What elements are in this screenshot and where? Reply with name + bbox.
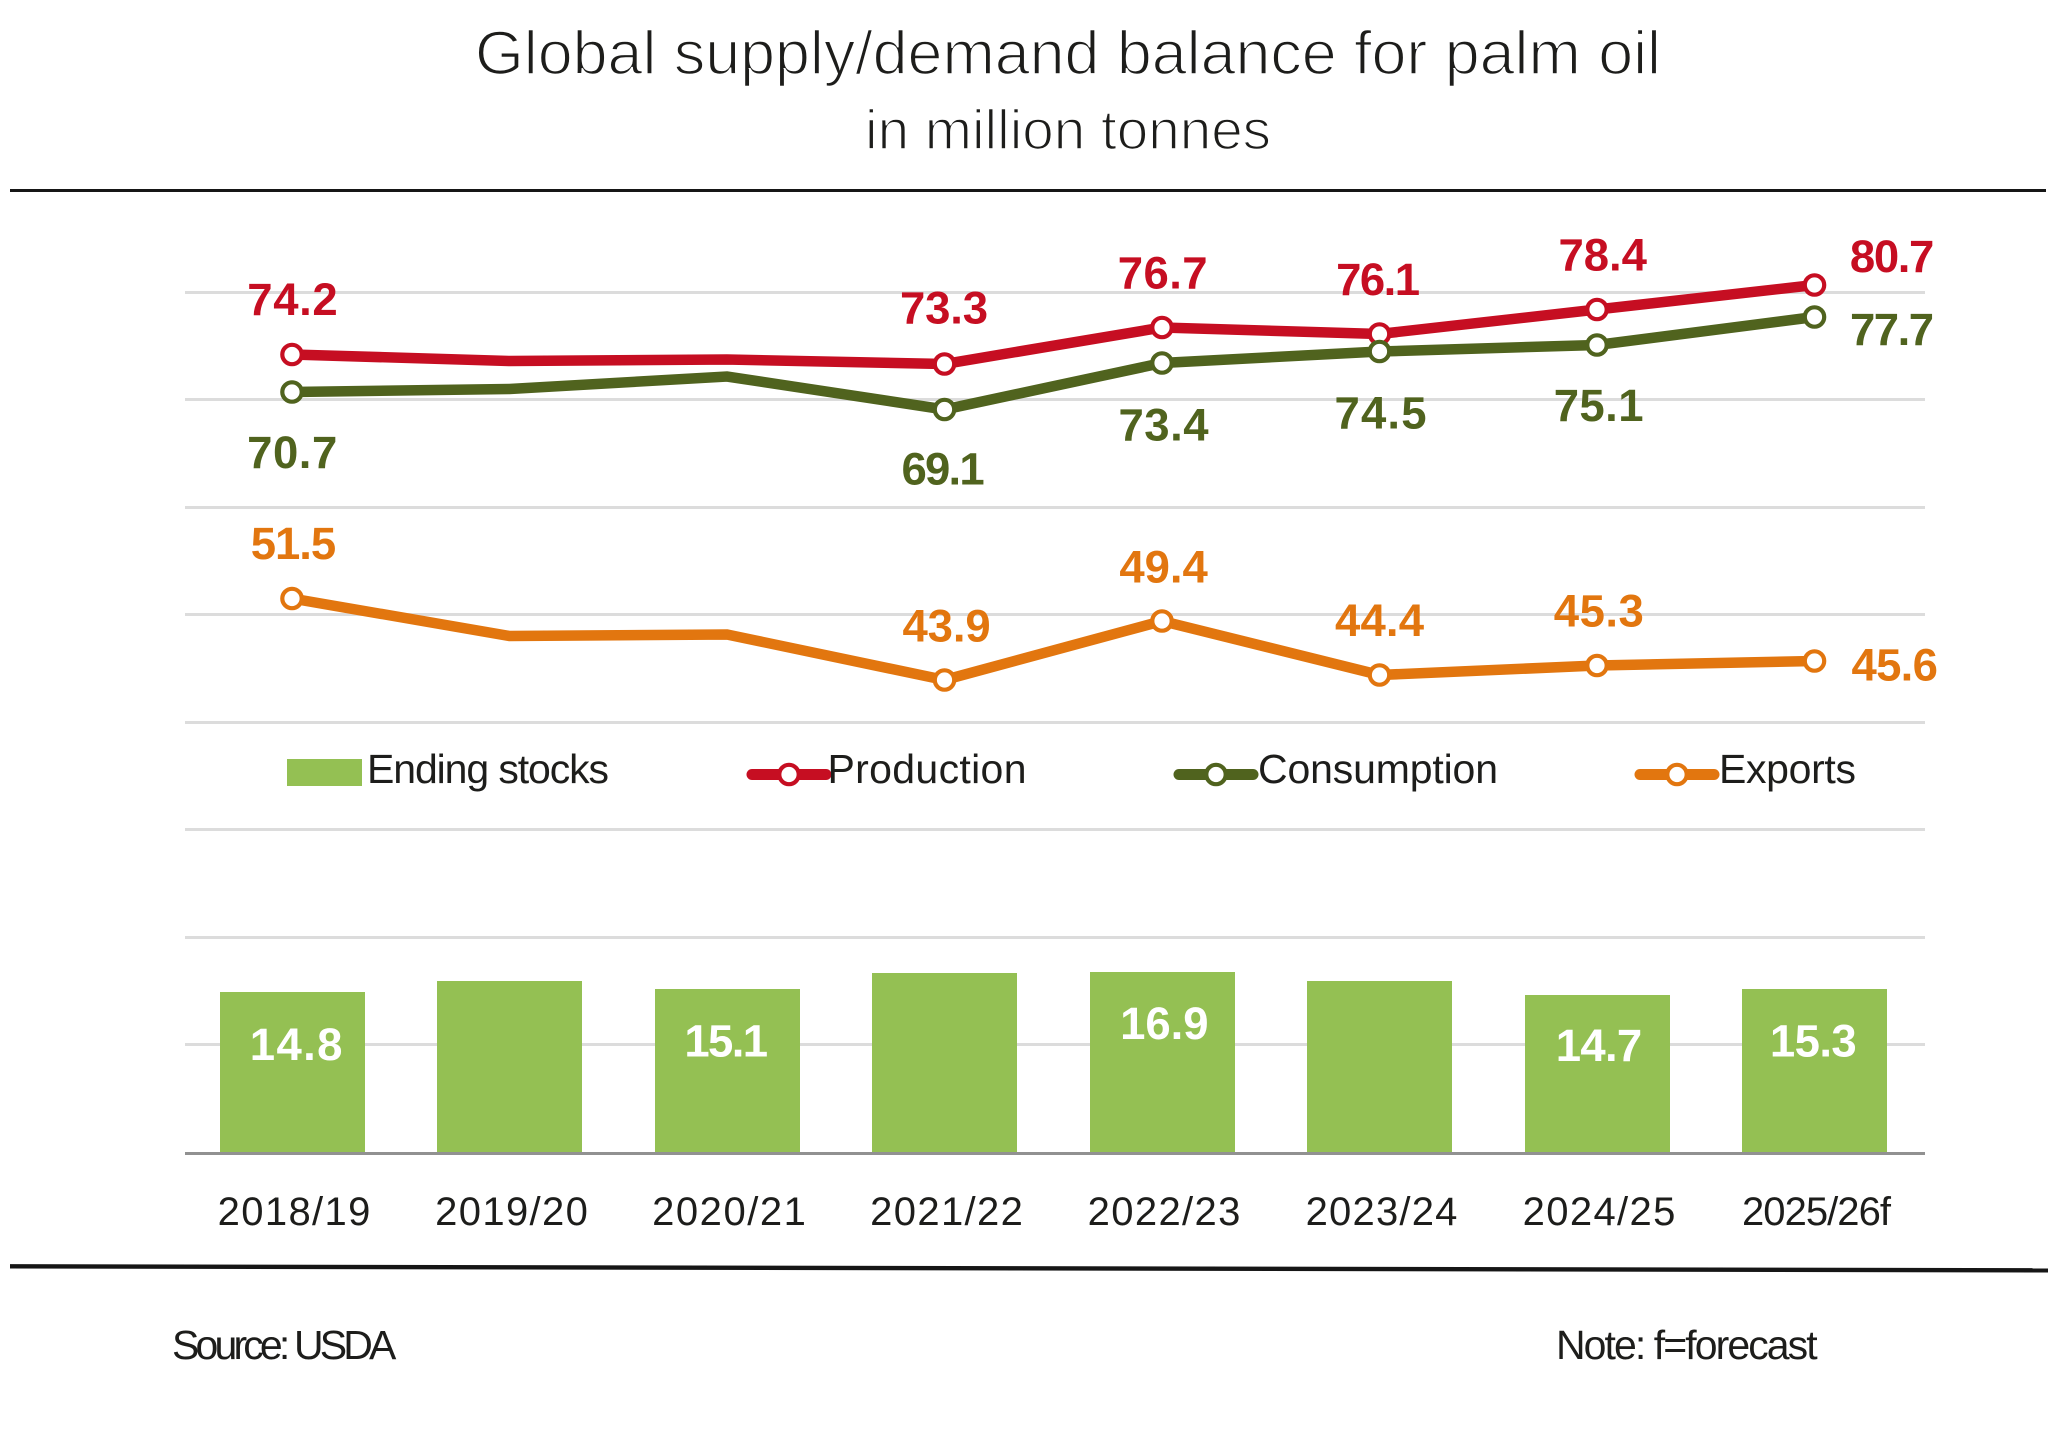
svg-text:2020/21: 2020/21 (652, 1190, 806, 1234)
svg-text:16.9: 16.9 (1120, 998, 1208, 1049)
svg-text:Production: Production (828, 746, 1027, 792)
svg-text:74.5: 74.5 (1335, 388, 1427, 439)
svg-text:2019/20: 2019/20 (435, 1190, 588, 1234)
svg-text:49.4: 49.4 (1119, 542, 1208, 593)
svg-text:15.1: 15.1 (684, 1016, 768, 1067)
svg-text:14.7: 14.7 (1556, 1020, 1642, 1071)
svg-text:73.3: 73.3 (900, 283, 988, 334)
svg-text:Note: f=forecast: Note: f=forecast (1556, 1322, 1818, 1368)
svg-text:43.9: 43.9 (902, 601, 990, 652)
svg-text:69.1: 69.1 (901, 444, 984, 495)
svg-text:2025/26f: 2025/26f (1742, 1190, 1892, 1234)
svg-text:45.3: 45.3 (1554, 586, 1644, 637)
svg-text:2018/19: 2018/19 (218, 1190, 371, 1234)
svg-text:74.2: 74.2 (247, 274, 337, 325)
svg-text:Ending stocks: Ending stocks (367, 746, 609, 792)
svg-text:51.5: 51.5 (251, 518, 336, 569)
svg-text:Exports: Exports (1719, 746, 1856, 792)
svg-text:Source: USDA: Source: USDA (172, 1322, 397, 1368)
svg-text:in million tonnes: in million tonnes (865, 98, 1271, 161)
svg-text:70.7: 70.7 (247, 427, 337, 478)
svg-text:78.4: 78.4 (1559, 230, 1648, 281)
svg-text:76.1: 76.1 (1336, 254, 1420, 305)
svg-text:45.6: 45.6 (1852, 640, 1938, 691)
svg-text:80.7: 80.7 (1850, 231, 1934, 282)
svg-text:Consumption: Consumption (1258, 746, 1498, 792)
svg-text:73.4: 73.4 (1119, 400, 1210, 451)
svg-text:2023/24: 2023/24 (1306, 1190, 1458, 1234)
svg-text:77.7: 77.7 (1850, 304, 1934, 355)
svg-text:2022/23: 2022/23 (1088, 1190, 1241, 1234)
svg-text:75.1: 75.1 (1554, 380, 1644, 431)
svg-text:76.7: 76.7 (1118, 248, 1208, 299)
svg-text:Global supply/demand balance f: Global supply/demand balance for palm oi… (475, 19, 1661, 88)
svg-text:15.3: 15.3 (1770, 1016, 1857, 1067)
svg-text:2021/22: 2021/22 (870, 1190, 1023, 1234)
svg-text:2024/25: 2024/25 (1523, 1190, 1676, 1234)
svg-text:14.8: 14.8 (250, 1019, 343, 1070)
svg-text:44.4: 44.4 (1335, 595, 1425, 646)
